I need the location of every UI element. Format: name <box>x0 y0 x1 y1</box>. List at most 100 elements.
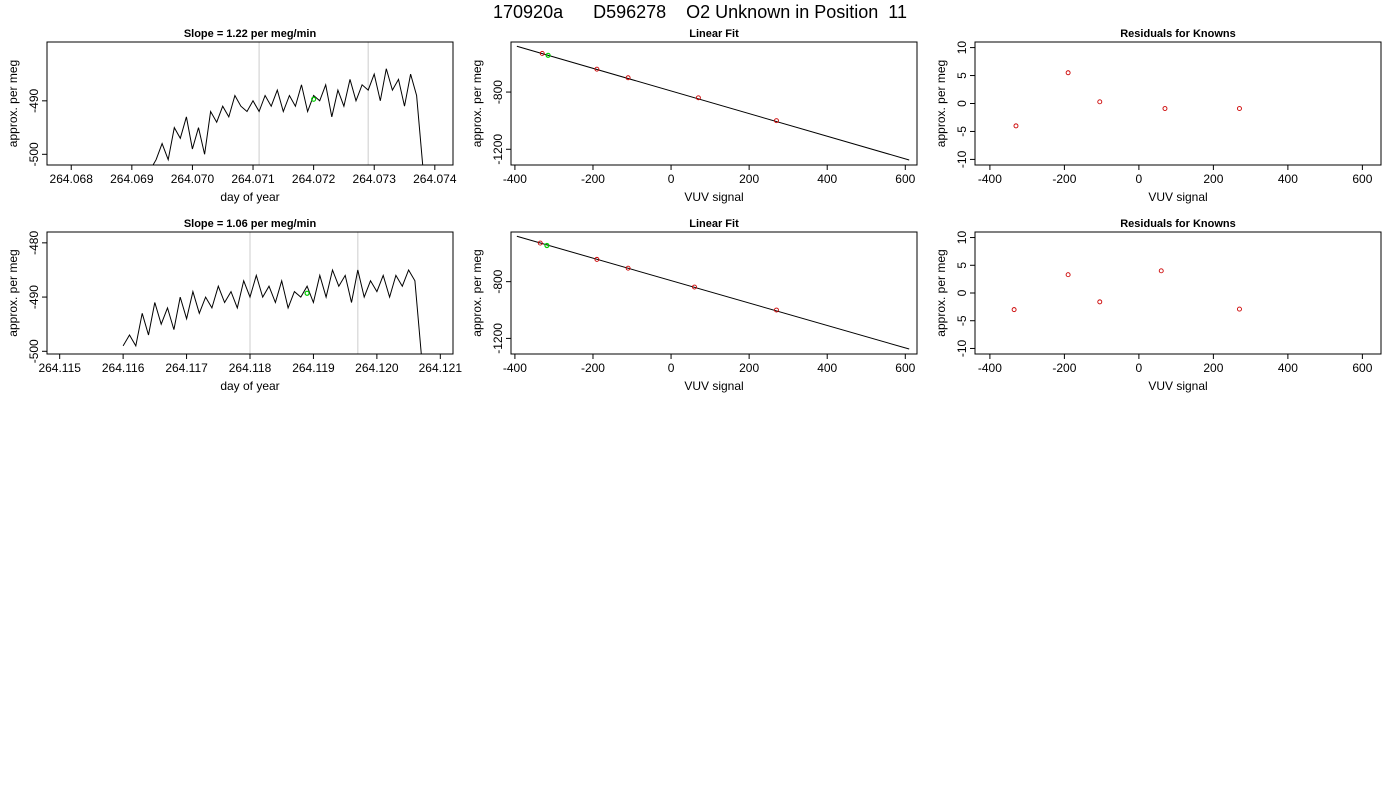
y-tick-label: 0 <box>955 100 969 107</box>
panel-timeseries-2: Slope = 1.06 per meg/min 264.115 264.116 26… <box>6 218 462 393</box>
known-point <box>695 95 701 101</box>
known-point <box>1162 106 1168 111</box>
unknown-point <box>304 290 310 296</box>
plot-frame <box>974 231 1382 355</box>
x-tick-label: -200 <box>1052 361 1076 375</box>
series-line <box>122 268 422 354</box>
x-tick-label: 264.074 <box>413 172 457 186</box>
y-tick-label: -1200 <box>491 323 505 354</box>
y-tick-label: -490 <box>27 88 41 112</box>
plot-content <box>516 45 910 161</box>
plot-content <box>516 235 910 350</box>
x-tick-label: 264.121 <box>419 361 463 375</box>
x-tick-label: -400 <box>978 361 1002 375</box>
panel-linear-fit-2: Linear Fit -400 -200 0 200 400 600 -1200 -800 VUV… <box>470 218 918 393</box>
panel-timeseries-1: Slope = 1.22 per meg/min 264.068 264.069 26… <box>6 28 457 204</box>
x-tick-label: 264.120 <box>355 361 399 375</box>
plot-frame <box>510 231 918 355</box>
known-point <box>539 50 545 56</box>
plot-content <box>152 68 424 165</box>
x-tick-label: 0 <box>668 172 675 186</box>
x-tick-label: -200 <box>581 361 605 375</box>
known-point <box>1011 307 1017 313</box>
x-tick-label: 200 <box>739 361 759 375</box>
panel-residuals-2: Residuals for Knowns -400 -200 0 200 400 600 -1… <box>934 218 1382 393</box>
y-tick-label: -10 <box>955 150 969 168</box>
known-point <box>1158 268 1164 274</box>
fit-line <box>516 45 910 161</box>
x-tick-label: -200 <box>581 172 605 186</box>
y-axis-label: approx. per meg <box>6 249 20 336</box>
x-tick-label: 264.118 <box>229 361 272 375</box>
known-point <box>594 66 600 72</box>
x-tick-label: -400 <box>503 172 527 186</box>
x-axis-label: VUV signal <box>1148 379 1207 393</box>
plot-content <box>1013 70 1242 129</box>
known-point <box>692 284 697 290</box>
x-axis-label: VUV signal <box>1148 190 1207 204</box>
plot-frame <box>974 41 1382 166</box>
y-axis-label: approx. per meg <box>934 249 948 336</box>
x-axis-label: day of year <box>220 190 279 204</box>
known-point <box>625 265 631 271</box>
y-axis-label: approx. per meg <box>470 60 484 147</box>
y-tick-label: 0 <box>955 289 969 296</box>
x-tick-label: 400 <box>817 361 837 375</box>
x-tick-label: 264.071 <box>231 172 275 186</box>
x-axis-label: day of year <box>220 379 279 393</box>
y-tick-label: 5 <box>955 72 969 79</box>
chart-title: Residuals for Knowns <box>1120 218 1236 230</box>
x-tick-label: 400 <box>1278 361 1298 375</box>
y-tick-label: -5 <box>955 315 969 326</box>
x-tick-label: -400 <box>503 361 527 375</box>
x-tick-label: -400 <box>978 172 1002 186</box>
y-axis-label: approx. per meg <box>470 249 484 336</box>
y-tick-label: -1200 <box>491 134 505 165</box>
known-point <box>774 118 779 124</box>
fit-line <box>516 235 910 350</box>
unknown-point <box>311 96 317 102</box>
known-point <box>1013 123 1019 129</box>
chart-title: Linear Fit <box>689 218 739 230</box>
unknown-point <box>545 52 551 58</box>
known-point <box>774 307 779 313</box>
known-point <box>1097 299 1103 305</box>
x-tick-label: 400 <box>1278 172 1298 186</box>
y-tick-label: -10 <box>955 339 969 357</box>
known-point <box>625 75 631 81</box>
unknown-point <box>544 242 550 249</box>
y-axis-label: approx. per meg <box>934 60 948 147</box>
x-tick-label: 264.069 <box>110 172 154 186</box>
known-point <box>1097 99 1103 105</box>
x-tick-label: -200 <box>1052 172 1076 186</box>
y-tick-label: -800 <box>491 269 505 293</box>
plot-frame <box>46 41 454 166</box>
y-tick-label: -480 <box>27 231 41 255</box>
y-tick-label: -5 <box>955 126 969 137</box>
known-point <box>1237 306 1242 312</box>
x-tick-label: 0 <box>668 361 675 375</box>
y-tick-label: 10 <box>955 41 969 55</box>
y-tick-label: -800 <box>491 80 505 104</box>
plot-content <box>1011 268 1242 313</box>
series-line <box>152 68 424 165</box>
x-axis-label: VUV signal <box>684 379 743 393</box>
y-tick-label: -500 <box>27 339 41 363</box>
chart-title: Linear Fit <box>689 28 739 40</box>
known-point <box>1065 70 1071 76</box>
x-tick-label: 264.070 <box>171 172 215 186</box>
chart-title: Residuals for Knowns <box>1120 28 1236 40</box>
x-tick-label: 600 <box>895 361 915 375</box>
x-tick-label: 264.115 <box>38 361 81 375</box>
known-point <box>1237 106 1242 111</box>
y-tick-label: 5 <box>955 262 969 269</box>
page-title: 170920a D596278 O2 Unknown in Position 1… <box>493 2 907 22</box>
panel-residuals-1: Residuals for Knowns -400 -200 0 200 400 600 -1… <box>934 28 1382 204</box>
x-tick-label: 600 <box>895 172 915 186</box>
x-tick-label: 0 <box>1136 361 1143 375</box>
x-tick-label: 264.068 <box>50 172 94 186</box>
x-tick-label: 600 <box>1352 361 1372 375</box>
x-tick-label: 200 <box>1203 172 1223 186</box>
y-tick-label: -500 <box>27 142 41 166</box>
